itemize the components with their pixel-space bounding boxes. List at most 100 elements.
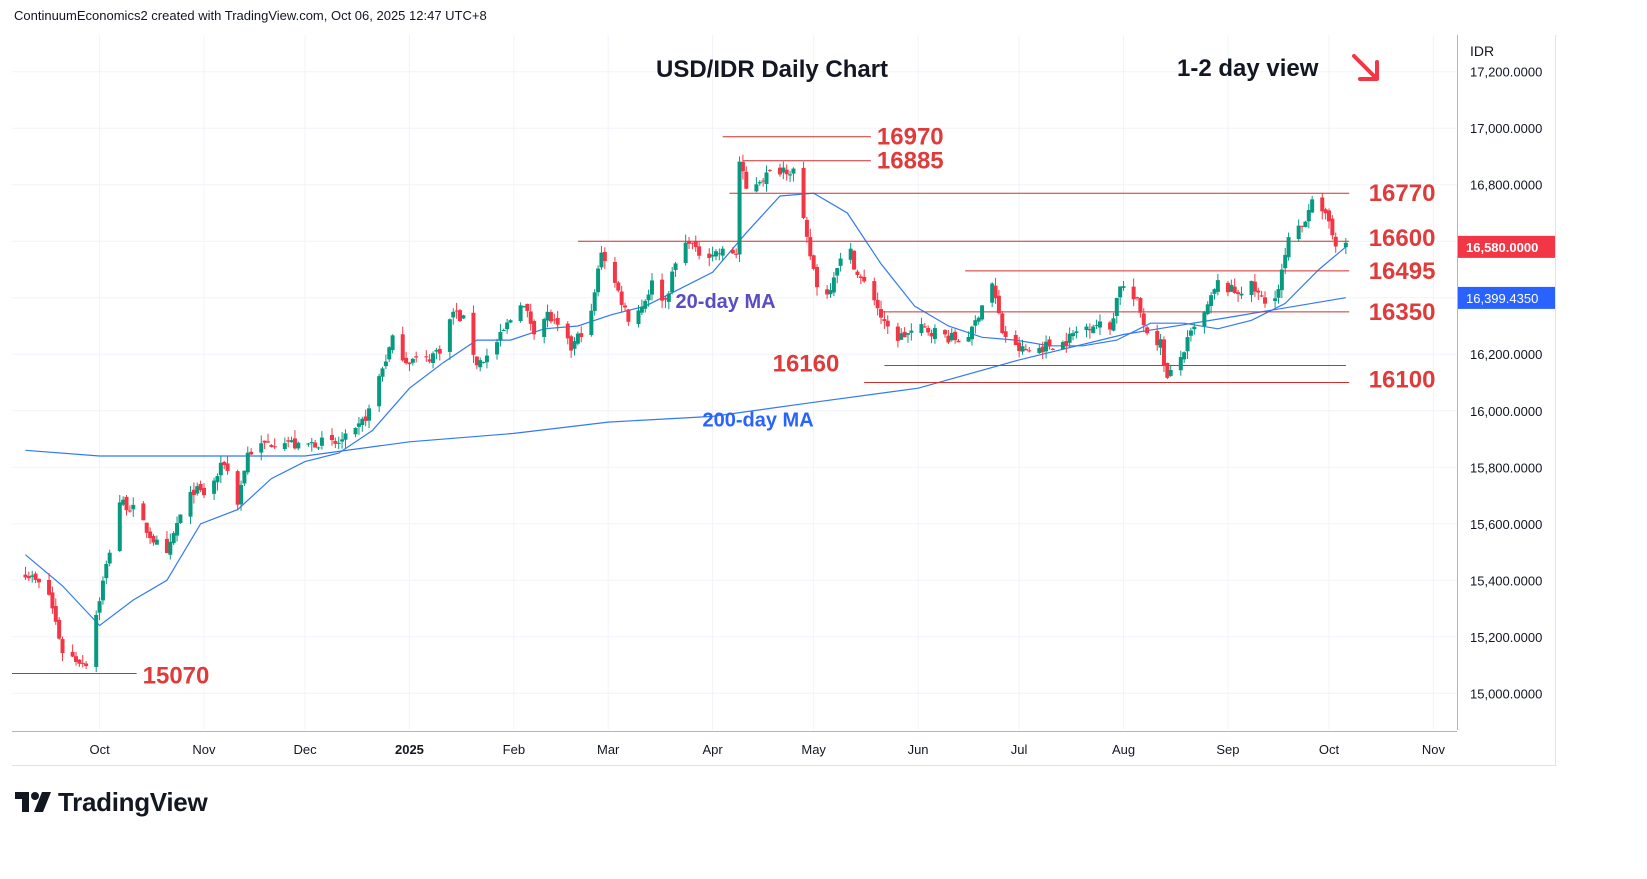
candle-up [1094,319,1099,330]
candle-down [1232,278,1237,294]
candle-body [569,336,574,351]
candle-body [713,251,718,257]
ma200-value-label: 16,399.4350 [1466,291,1538,306]
candle-up [791,167,796,182]
candle-up [100,576,105,605]
candle-up [639,299,644,316]
candle-body [791,168,796,174]
candle-body [528,311,533,324]
candle-body [377,376,382,407]
candle-body [1225,282,1230,293]
candle-body [838,258,843,266]
candle-up [289,436,294,443]
candle-body [104,564,109,579]
candle-body [50,592,55,609]
candle-up [390,334,395,354]
candle-down [777,163,782,177]
candle-body [495,342,500,355]
candle-up [282,437,287,452]
candle-body [191,489,196,496]
candle-down [730,247,735,255]
candle-body [532,321,537,335]
candle-body [996,295,1001,314]
candle-body [481,362,486,364]
candle-body [717,253,722,255]
candle-down [855,269,860,279]
candle-body [309,442,314,444]
candle-body [744,171,749,189]
candle-body [596,268,601,293]
candle-down [744,166,749,190]
ma20-label: 20-day MA [676,291,776,313]
candle-body [225,463,230,471]
candle-body [360,418,365,426]
candle-up [754,177,759,193]
candle-up [1310,196,1315,213]
candle-down [825,285,830,299]
candle-up [131,497,136,517]
candle-body [1047,339,1052,347]
candle-down [235,469,240,511]
candle-body [484,355,489,363]
candle-down [1145,325,1150,336]
candle-down [80,655,85,668]
candle-body [30,575,35,577]
view-label: 1-2 day view [1177,55,1319,82]
price-axis[interactable]: 17,200.000017,000.000016,800.000016,600.… [1457,35,1556,730]
candle-down [141,501,146,521]
candle-body [505,322,510,330]
candle-down [707,248,712,267]
candle-body [1121,286,1126,288]
candle-body [333,440,338,444]
candle-body [148,531,153,539]
candle-up [1286,232,1291,261]
candle-body [909,330,914,333]
candle-body [1161,339,1166,366]
candle-body [151,535,156,543]
candle-body [313,442,318,448]
candle-body [619,291,624,305]
candle-body [993,285,998,299]
candle-body [387,347,392,360]
candle-body [363,416,368,421]
candle-body [1306,209,1311,222]
candle-body [734,253,739,255]
price-tick-label: 15,200.0000 [1470,630,1542,645]
candle-down [26,571,31,582]
candle-up [1114,297,1119,324]
candle-down [926,325,931,336]
candle-up [670,266,675,295]
candle-down [565,321,570,345]
candle-body [36,578,41,583]
candle-body [922,326,927,328]
candle-body [447,319,452,352]
candle-body [518,305,523,322]
candle-body [1182,352,1187,360]
candle-down [1138,296,1143,318]
candle-body [639,306,644,313]
candle-body [451,311,456,318]
candle-up [387,346,392,362]
candle-body [808,237,813,257]
candle-up [501,328,506,332]
candle-down [525,303,530,318]
candle-up [171,531,176,545]
candle-body [599,252,604,268]
price-chart-plot[interactable]: 16970 16885 16770 16600 16495 16350 16160 16100… [12,35,1457,730]
candle-up [710,246,715,262]
candle-up [121,496,126,507]
candle-down [784,164,789,181]
candle-body [932,328,937,339]
candle-body [474,356,479,366]
candle-body [646,294,651,301]
candle-body [811,255,816,269]
time-axis[interactable]: Oct Nov Dec 2025 Feb Mar Apr May Jun Jul Aug Sep Oct… [12,731,1457,766]
candle-body [697,246,702,256]
candle-body [1064,340,1069,346]
candle-body [201,487,206,496]
candle-body [57,619,62,639]
candle-body [437,348,442,354]
candle-body [1303,221,1308,228]
candle-down [996,289,1001,315]
candle-body [848,248,853,260]
